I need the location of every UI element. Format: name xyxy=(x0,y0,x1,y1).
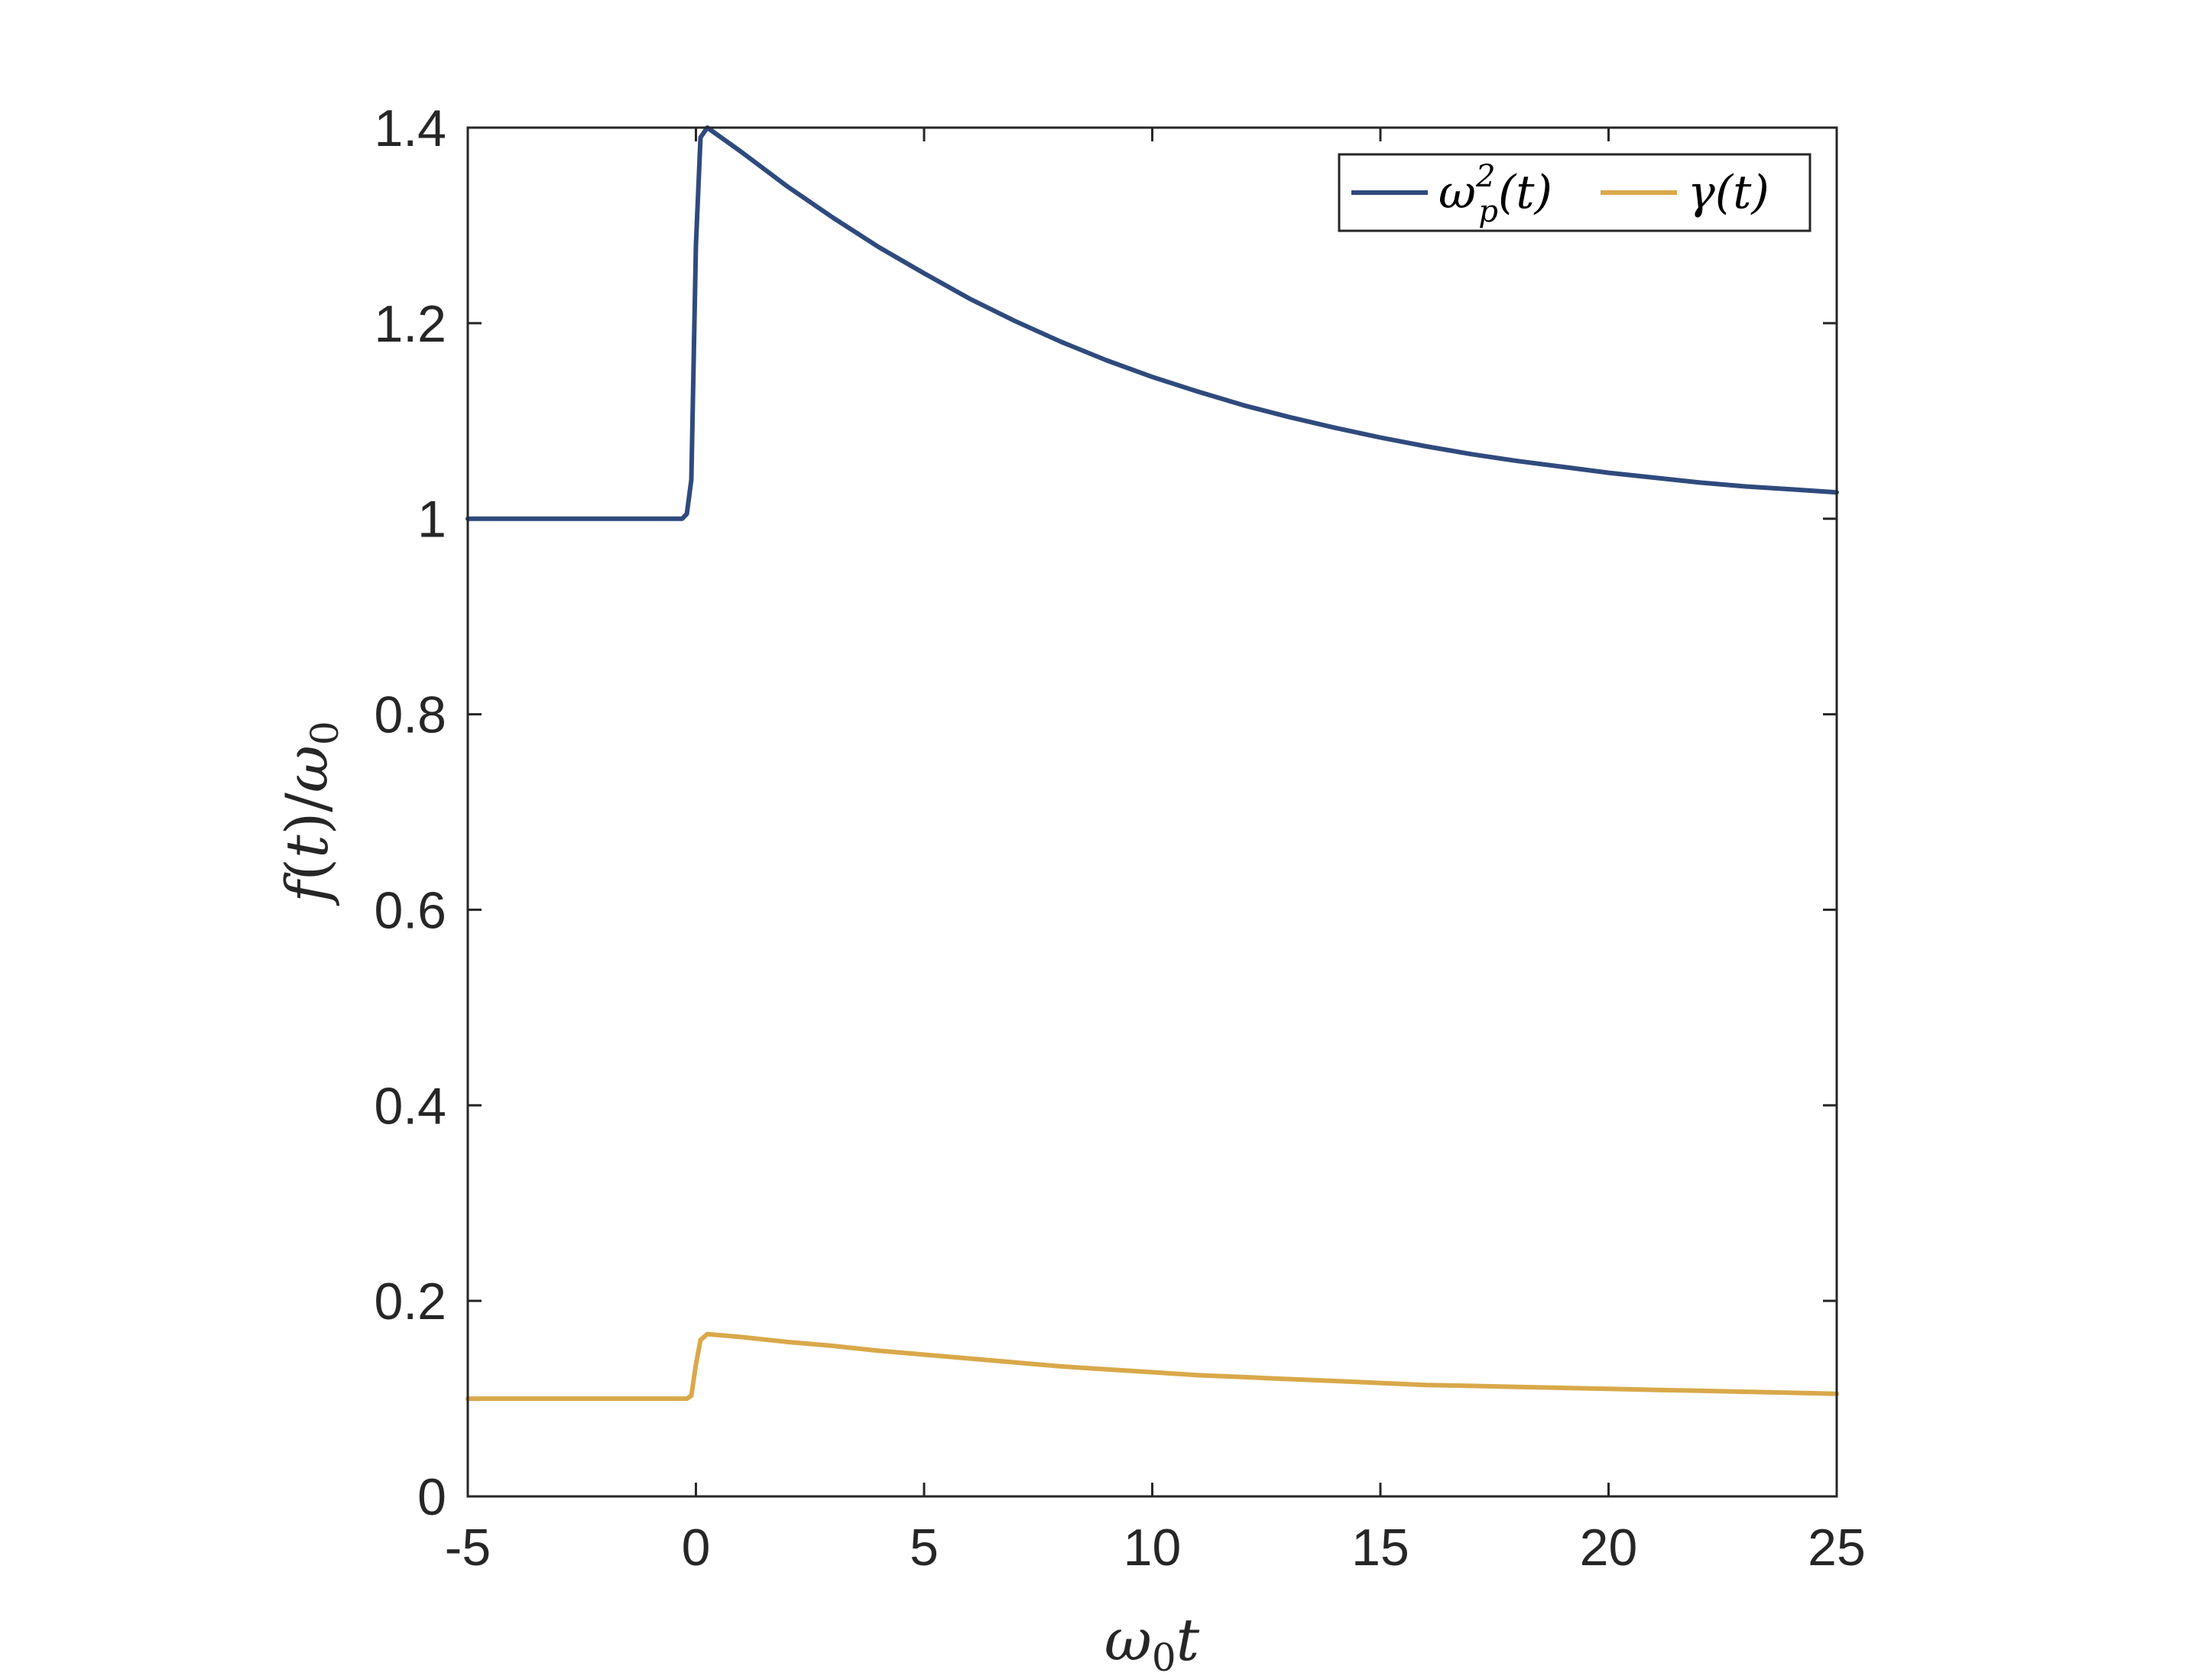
series-line-0 xyxy=(465,125,1839,521)
y-tick-label: 0.8 xyxy=(374,686,446,744)
series-line-1 xyxy=(465,1331,1839,1402)
x-tick-label: 0 xyxy=(682,1519,711,1577)
y-tick-label: 1 xyxy=(417,491,446,549)
y-axis-title: f(t)/ω0 xyxy=(273,721,347,906)
y-tick-label: 0 xyxy=(417,1468,446,1526)
x-tick-label: -5 xyxy=(445,1519,491,1577)
legend-label-gamma: γ(t) xyxy=(1688,166,1769,219)
y-tick-label: 0.4 xyxy=(374,1077,446,1135)
y-tick-label: 1.2 xyxy=(374,295,446,353)
y-tick-label: 0.2 xyxy=(374,1272,446,1331)
legend-label-wp2: ω2 p(t) xyxy=(1438,159,1552,229)
legend: ω2 p(t) γ(t) xyxy=(1338,153,1811,232)
x-ticks: -5 0 5 10 15 20 25 xyxy=(445,128,1866,1577)
plot-area xyxy=(468,128,1837,1496)
x-tick-label: 20 xyxy=(1580,1519,1638,1577)
x-tick-label: 10 xyxy=(1124,1519,1182,1577)
x-axis-title: ω0t xyxy=(1104,1606,1200,1676)
plot-frame xyxy=(466,126,1838,1498)
y-tick-label: 1.4 xyxy=(374,99,446,157)
x-tick-label: 5 xyxy=(910,1519,939,1577)
y-tick-label: 0.6 xyxy=(374,881,446,939)
x-tick-label: 15 xyxy=(1351,1519,1409,1577)
x-tick-label: 25 xyxy=(1808,1519,1866,1577)
series-layer xyxy=(465,125,1839,1402)
y-ticks: 0 0.2 0.4 0.6 0.8 1 1.2 1.4 xyxy=(374,99,1837,1526)
